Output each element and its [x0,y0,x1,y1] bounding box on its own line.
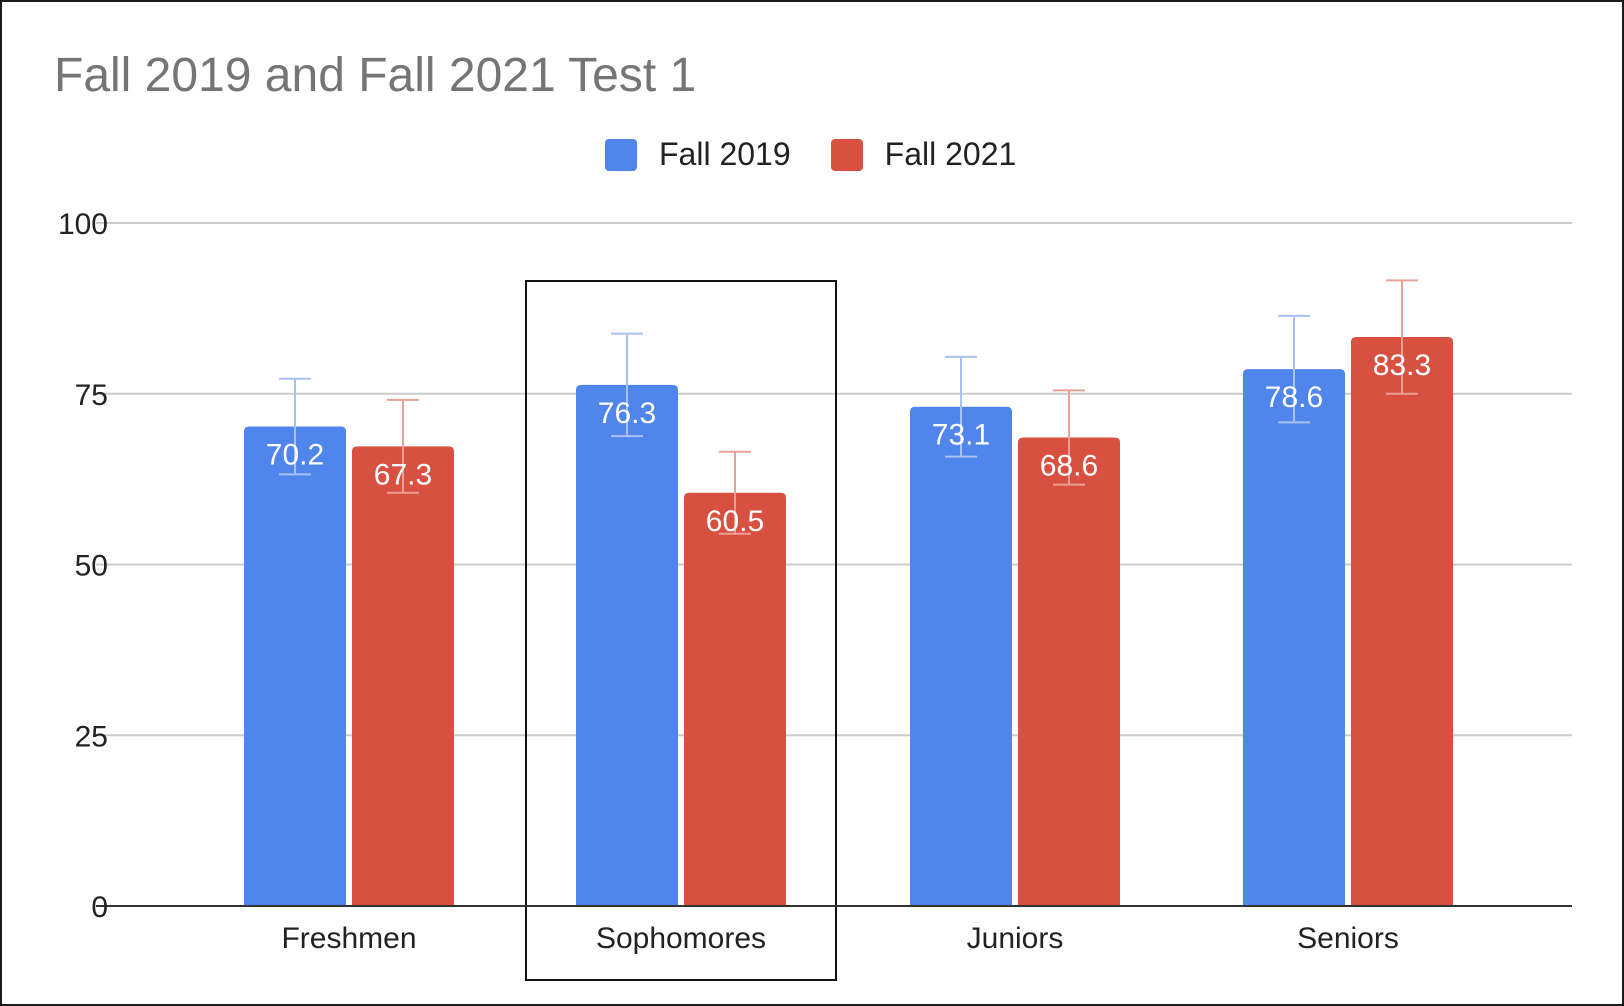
legend-swatch [830,138,863,171]
bar [1243,369,1345,906]
data-label: 76.3 [598,397,656,430]
bar [1351,337,1453,906]
y-tick-label: 75 [75,379,108,412]
y-tick-label: 100 [58,208,108,241]
data-label: 70.2 [266,439,324,472]
legend: Fall 2019 Fall 2021 [605,136,1056,173]
bar [244,426,346,906]
x-tick-label: Juniors [967,922,1064,955]
legend-item-series-0: Fall 2019 [605,136,791,173]
legend-item-series-1: Fall 2021 [830,136,1017,173]
bar [1018,437,1120,906]
bar [576,384,678,907]
bar [352,446,454,906]
data-label: 68.6 [1040,449,1098,482]
data-label: 60.5 [706,505,764,538]
legend-label: Fall 2021 [884,136,1017,172]
x-tick-label: Sophomores [596,922,766,955]
data-label: 67.3 [374,458,432,491]
bar [910,406,1012,906]
x-tick-label: Freshmen [281,922,416,955]
y-tick-label: 0 [91,891,108,924]
data-label: 73.1 [932,419,990,452]
legend-label: Fall 2019 [659,136,791,172]
y-tick-label: 50 [75,550,108,583]
chart-title: Fall 2019 and Fall 2021 Test 1 [54,49,697,102]
x-tick-label: Seniors [1297,922,1399,955]
data-label: 78.6 [1265,381,1323,414]
data-label: 83.3 [1373,349,1431,382]
bar [684,492,786,906]
category-highlight-box [525,280,837,981]
legend-swatch [605,138,637,171]
y-tick-label: 25 [75,720,108,753]
